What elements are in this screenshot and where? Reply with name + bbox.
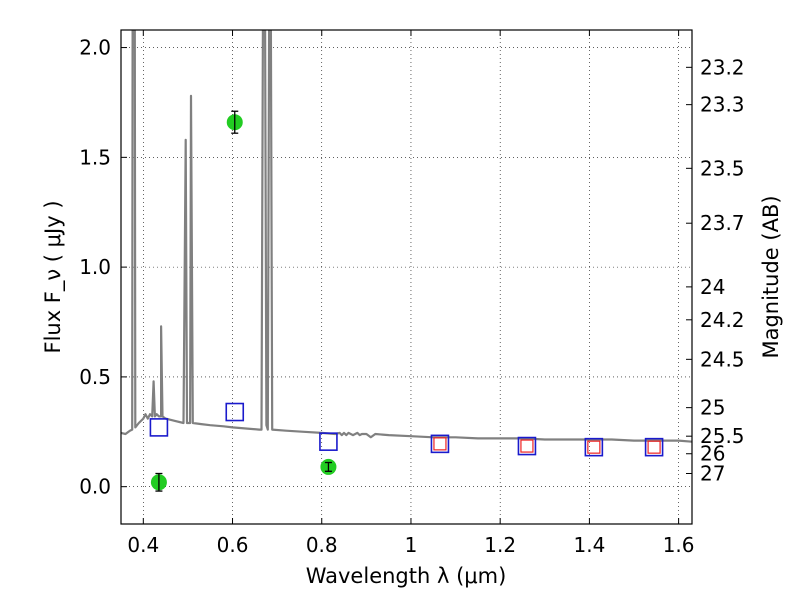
model-flux-square — [225, 402, 245, 422]
grid — [121, 30, 692, 524]
x-tick-label: 1.2 — [484, 533, 516, 557]
right-tick-label: 23.7 — [700, 211, 745, 235]
y-tick-label: 1.5 — [79, 145, 111, 169]
model-flux-inner-square — [647, 440, 661, 454]
right-tick-label: 27 — [700, 462, 725, 486]
model-flux-square — [430, 434, 450, 454]
model-flux-square — [149, 418, 169, 437]
right-tick-label: 25.5 — [700, 424, 745, 448]
x-axis-label: Wavelength λ (μm) — [306, 564, 507, 588]
right-tick-label: 26 — [700, 442, 725, 466]
right-tick-label: 23.5 — [700, 156, 745, 180]
model-flux-square — [584, 437, 604, 457]
x-tick-label: 0.6 — [217, 533, 249, 557]
x-tick-label: 1 — [405, 533, 418, 557]
y-tick-label: 0.5 — [79, 365, 111, 389]
x-tick-label: 1.4 — [573, 533, 605, 557]
right-tick-label: 25 — [700, 396, 725, 420]
right-tick-label: 24 — [700, 275, 725, 299]
right-tick-label: 24.2 — [700, 308, 745, 332]
model-flux-inner-square — [433, 437, 447, 451]
model-flux-inner-square — [520, 439, 534, 453]
right-tick-label: 23.2 — [700, 55, 745, 79]
y-tick-label: 0.0 — [79, 475, 111, 499]
plot-area — [121, 30, 692, 492]
plot-frame — [120, 29, 693, 525]
x-tick-label: 0.4 — [127, 533, 159, 557]
model-flux-inner-square — [587, 440, 601, 454]
axes: 0.4 0.6 0.8 1 1.2 1.4 1.6 0.0 0.5 1.0 1.5 2.0 23.2 23… — [79, 30, 745, 557]
x-tick-label: 1.6 — [663, 533, 695, 557]
x-tick-label: 0.8 — [306, 533, 338, 557]
y-tick-label: 1.0 — [79, 255, 111, 279]
right-tick-label: 24.5 — [700, 347, 745, 371]
model-flux-square — [644, 437, 664, 457]
right-axis-label: Magnitude (AB) — [759, 195, 783, 358]
right-tick-label: 23.3 — [700, 93, 745, 117]
model-flux-square — [319, 432, 338, 451]
y-axis-label: Flux F_ν ( μJy ) — [41, 200, 66, 353]
spectrum-line — [121, 30, 692, 443]
y-tick-label: 2.0 — [79, 36, 111, 60]
model-flux-square — [517, 436, 537, 456]
